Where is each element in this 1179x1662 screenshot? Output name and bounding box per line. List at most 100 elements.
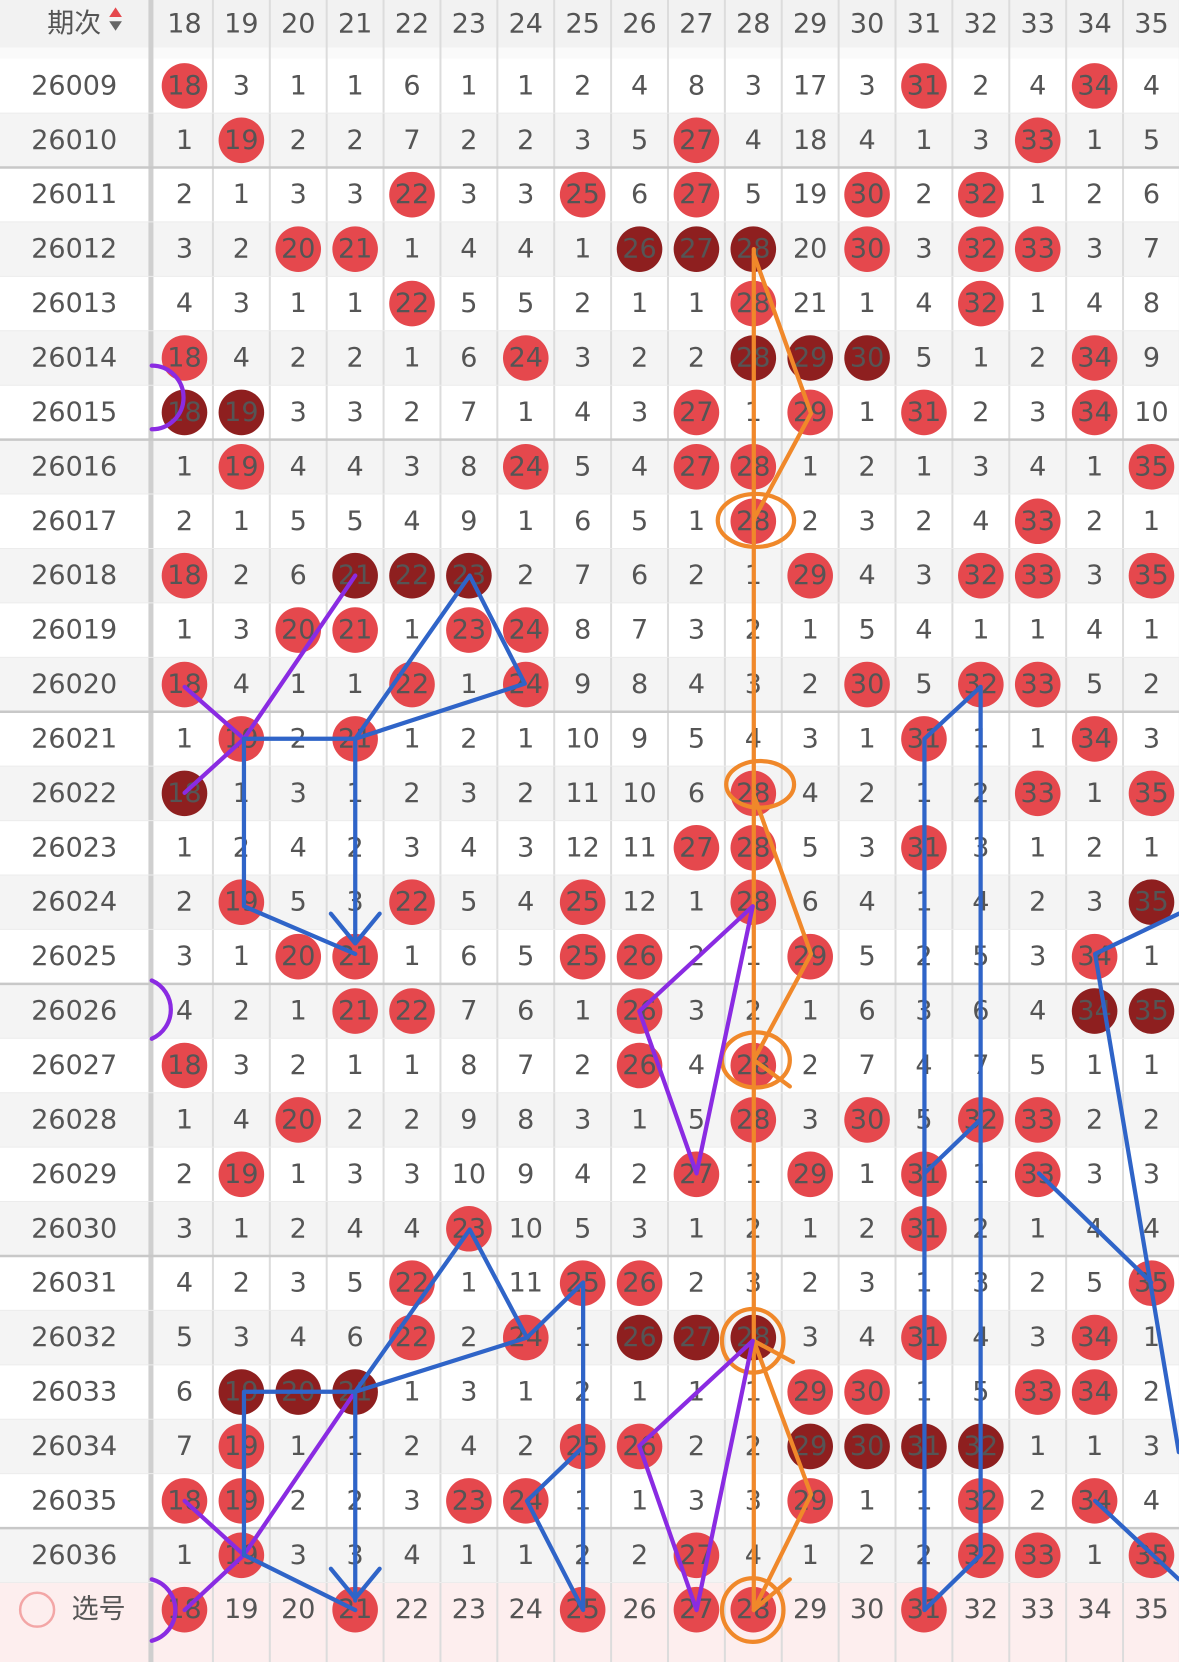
miss-count: 1 bbox=[403, 941, 420, 972]
ball bbox=[844, 226, 890, 272]
issue-number: 26017 bbox=[31, 506, 117, 537]
miss-count: 1 bbox=[574, 1485, 591, 1516]
miss-count: 8 bbox=[688, 70, 705, 101]
miss-count: 2 bbox=[745, 996, 762, 1027]
column-number: 21 bbox=[338, 8, 372, 39]
miss-count: 2 bbox=[233, 560, 250, 591]
issue-number: 26032 bbox=[31, 1322, 117, 1353]
miss-count: 2 bbox=[631, 1540, 648, 1571]
miss-count: 3 bbox=[290, 778, 307, 809]
miss-count: 5 bbox=[460, 288, 477, 319]
miss-count: 1 bbox=[1086, 125, 1103, 156]
miss-count: 4 bbox=[574, 1159, 591, 1190]
miss-count: 4 bbox=[802, 778, 819, 809]
miss-count: 1 bbox=[972, 1159, 989, 1190]
miss-count: 7 bbox=[631, 615, 648, 646]
miss-count: 17 bbox=[793, 70, 827, 101]
pick-number: 24 bbox=[509, 1594, 543, 1625]
miss-count: 1 bbox=[233, 1213, 250, 1244]
miss-count: 1 bbox=[176, 832, 193, 863]
miss-count: 6 bbox=[574, 506, 591, 537]
ball-number: 34 bbox=[1077, 342, 1111, 373]
miss-count: 2 bbox=[290, 723, 307, 754]
ball-number: 23 bbox=[452, 615, 486, 646]
ball-number: 33 bbox=[1021, 560, 1055, 591]
miss-count: 9 bbox=[574, 669, 591, 700]
miss-count: 3 bbox=[1029, 397, 1046, 428]
miss-count: 1 bbox=[347, 70, 364, 101]
miss-count: 1 bbox=[1029, 615, 1046, 646]
ball-number: 28 bbox=[736, 451, 770, 482]
ball-number: 33 bbox=[1021, 234, 1055, 265]
ball bbox=[559, 171, 606, 218]
column-number: 19 bbox=[224, 8, 258, 39]
miss-count: 2 bbox=[688, 941, 705, 972]
issue-number: 26016 bbox=[31, 451, 117, 482]
miss-count: 2 bbox=[460, 1322, 477, 1353]
miss-count: 9 bbox=[460, 1104, 477, 1135]
miss-count: 1 bbox=[176, 451, 193, 482]
miss-count: 2 bbox=[347, 832, 364, 863]
miss-count: 4 bbox=[290, 832, 307, 863]
miss-count: 1 bbox=[233, 506, 250, 537]
pick-number: 28 bbox=[736, 1594, 770, 1625]
miss-count: 2 bbox=[517, 560, 534, 591]
miss-count: 4 bbox=[858, 1322, 875, 1353]
miss-count: 5 bbox=[688, 723, 705, 754]
miss-count: 11 bbox=[565, 778, 599, 809]
miss-count: 1 bbox=[176, 1104, 193, 1135]
ball bbox=[844, 661, 890, 708]
ball-number: 22 bbox=[395, 1322, 429, 1353]
miss-count: 1 bbox=[403, 1050, 420, 1081]
miss-count: 5 bbox=[915, 669, 932, 700]
miss-count: 4 bbox=[176, 1268, 193, 1299]
miss-count: 3 bbox=[403, 1485, 420, 1516]
ball-number: 34 bbox=[1077, 397, 1111, 428]
ball-number: 23 bbox=[452, 1485, 486, 1516]
ball bbox=[1128, 770, 1175, 817]
ball-number: 31 bbox=[907, 1213, 941, 1244]
ball-number: 29 bbox=[793, 560, 827, 591]
miss-count: 1 bbox=[1029, 832, 1046, 863]
miss-count: 4 bbox=[233, 342, 250, 373]
ball bbox=[1014, 1369, 1061, 1415]
miss-count: 7 bbox=[176, 1431, 193, 1462]
miss-count: 2 bbox=[915, 941, 932, 972]
pick-number: 21 bbox=[338, 1594, 372, 1625]
issue-number: 26011 bbox=[31, 179, 117, 210]
miss-count: 1 bbox=[347, 1050, 364, 1081]
miss-count: 1 bbox=[347, 778, 364, 809]
miss-count: 1 bbox=[1029, 1431, 1046, 1462]
miss-count: 1 bbox=[915, 451, 932, 482]
ball-number: 29 bbox=[793, 1485, 827, 1516]
ball-number: 20 bbox=[281, 941, 315, 972]
miss-count: 5 bbox=[290, 506, 307, 537]
ball-number: 28 bbox=[736, 1104, 770, 1135]
miss-count: 3 bbox=[688, 1485, 705, 1516]
ball-number: 20 bbox=[281, 1377, 315, 1408]
miss-count: 4 bbox=[1086, 288, 1103, 319]
miss-count: 6 bbox=[460, 941, 477, 972]
miss-count: 3 bbox=[745, 1485, 762, 1516]
miss-count: 4 bbox=[745, 1540, 762, 1571]
miss-count: 5 bbox=[574, 1213, 591, 1244]
miss-count: 2 bbox=[1086, 832, 1103, 863]
issue-number: 26026 bbox=[31, 996, 117, 1027]
miss-count: 3 bbox=[233, 70, 250, 101]
miss-count: 4 bbox=[460, 1431, 477, 1462]
ball-number: 21 bbox=[338, 560, 372, 591]
miss-count: 5 bbox=[517, 288, 534, 319]
miss-count: 6 bbox=[972, 996, 989, 1027]
ball bbox=[275, 1097, 322, 1143]
issue-number: 26015 bbox=[31, 397, 117, 428]
miss-count: 5 bbox=[915, 342, 932, 373]
miss-count: 5 bbox=[517, 941, 534, 972]
row-bg bbox=[0, 494, 1179, 549]
miss-count: 9 bbox=[631, 723, 648, 754]
ball-number: 28 bbox=[736, 778, 770, 809]
ball-number: 22 bbox=[395, 179, 429, 210]
miss-count: 1 bbox=[688, 1213, 705, 1244]
ball-number: 25 bbox=[565, 1268, 599, 1299]
ball bbox=[844, 1369, 890, 1415]
ball bbox=[1014, 552, 1061, 599]
